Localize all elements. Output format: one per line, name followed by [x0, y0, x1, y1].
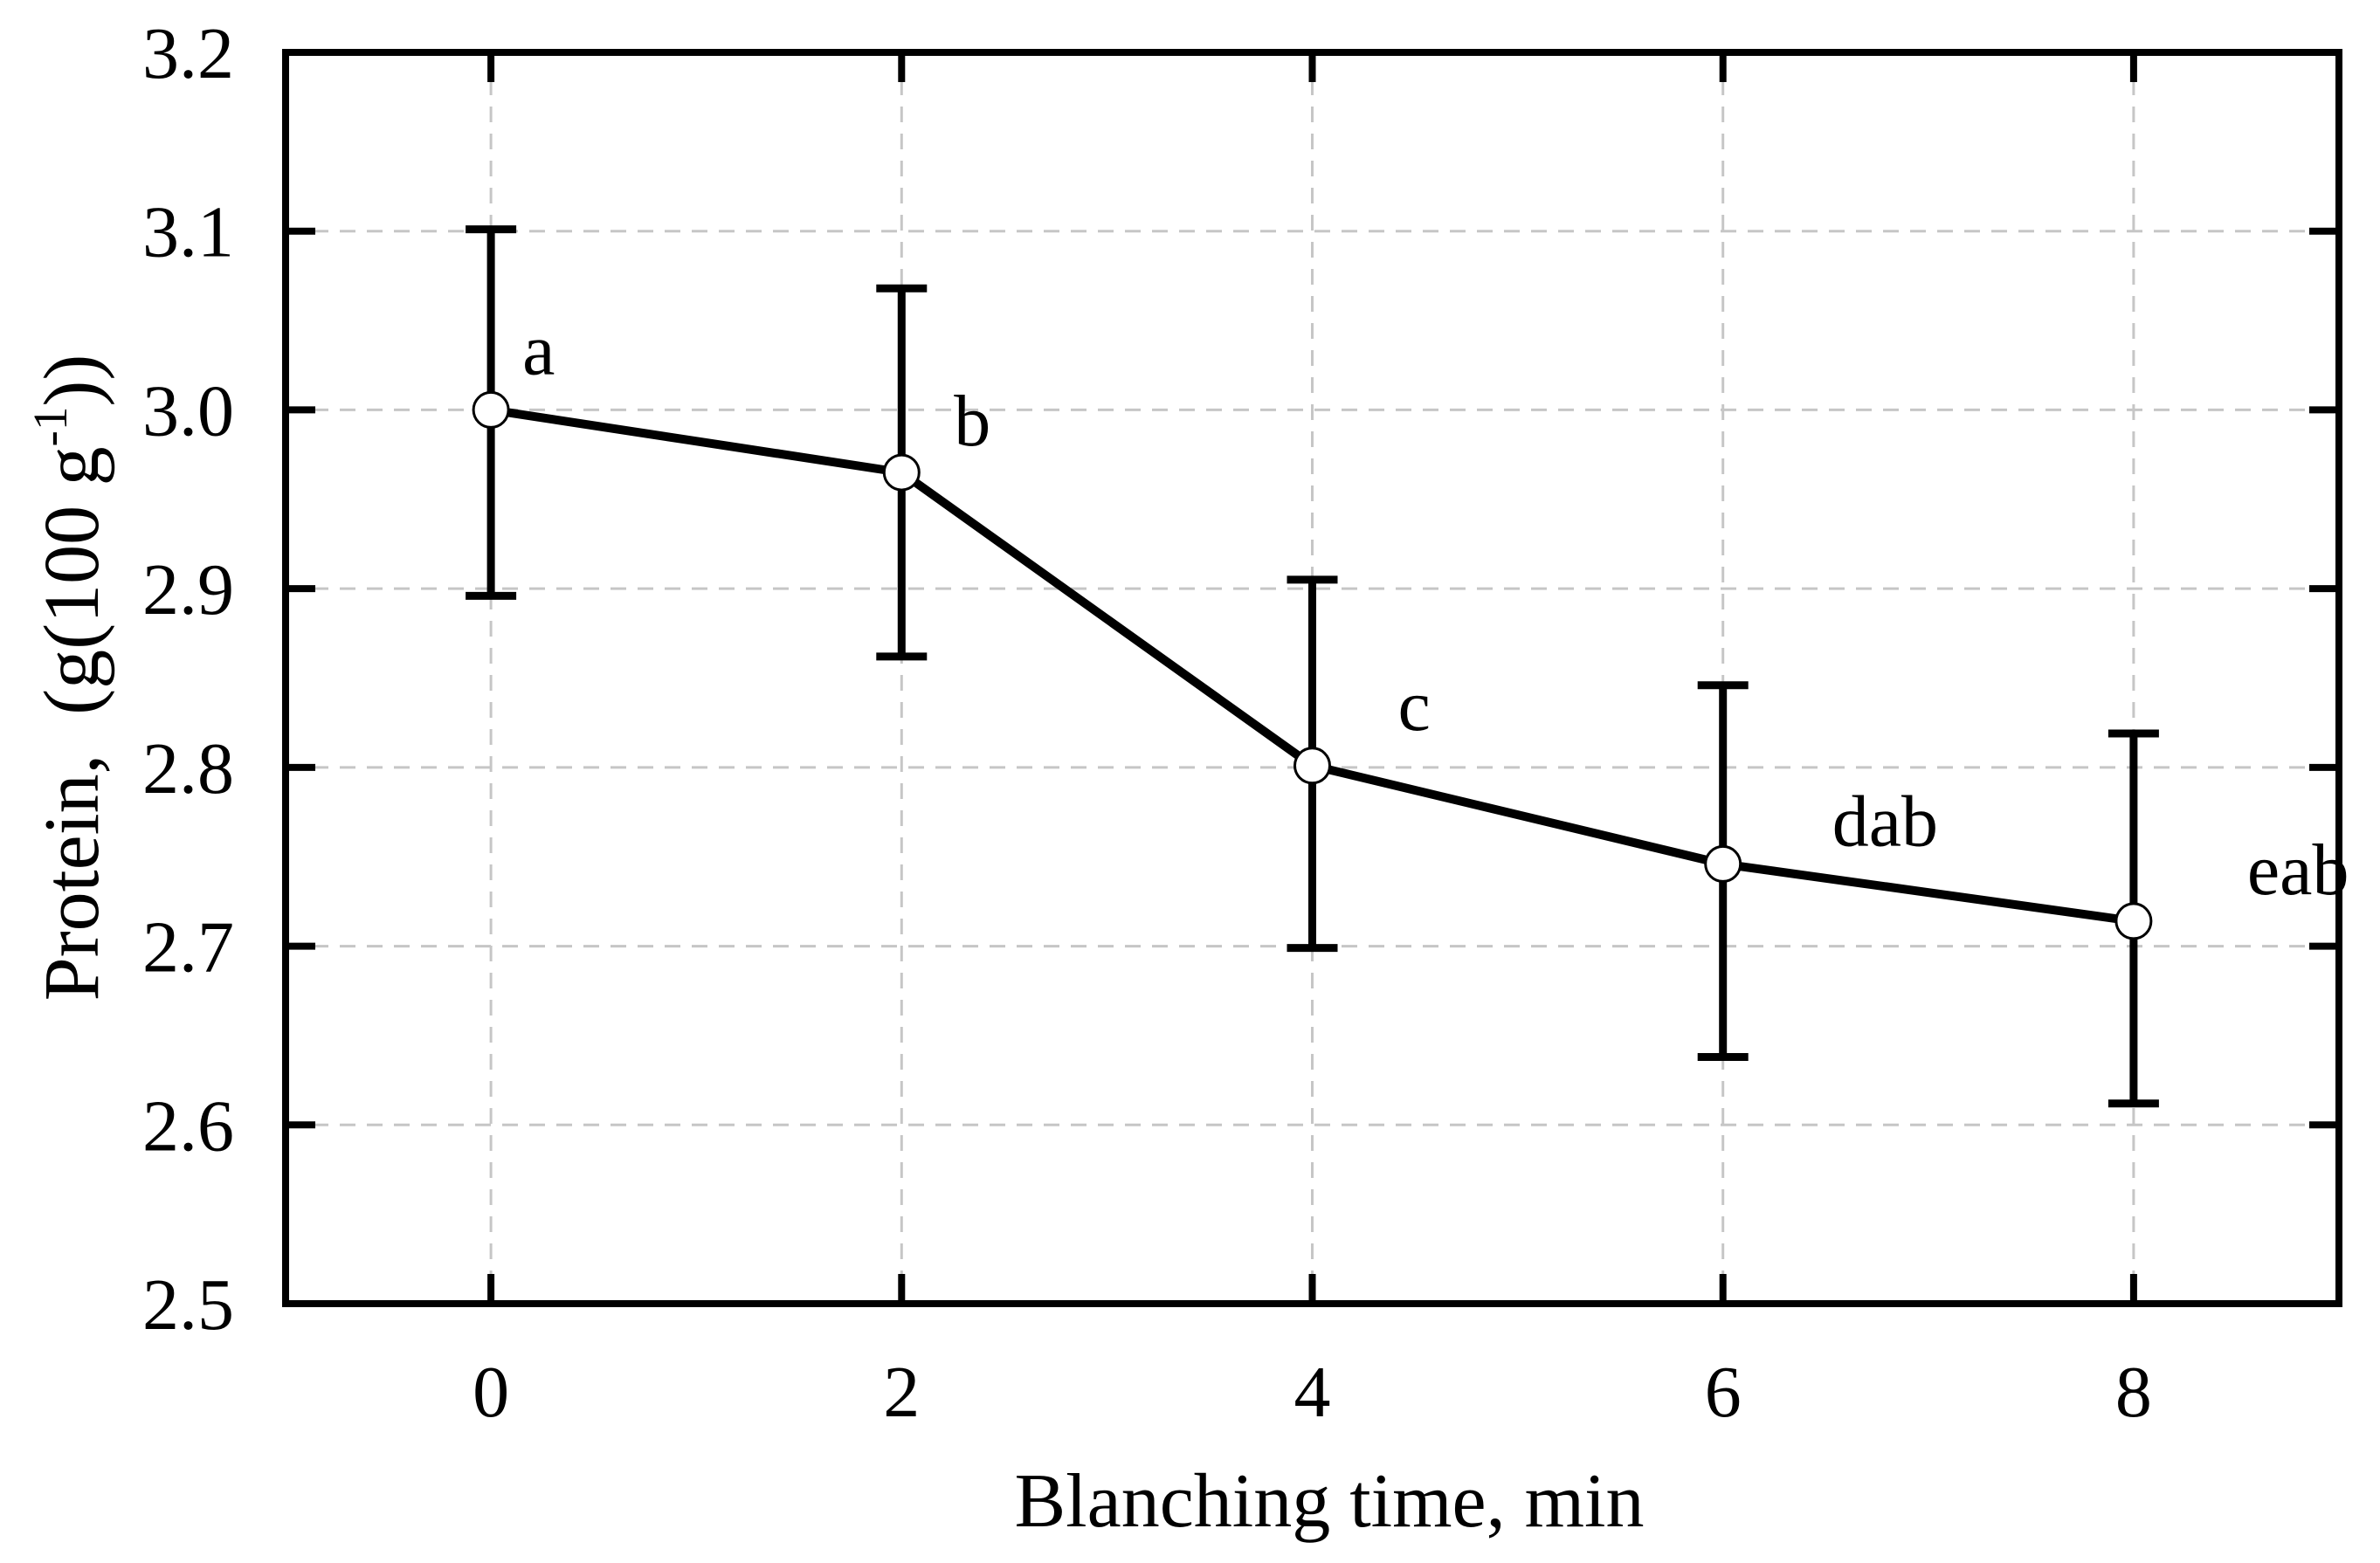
- y-axis-title-suffix: )): [29, 355, 115, 407]
- tick-layer: [289, 56, 2335, 1300]
- significance-label-b: b: [954, 381, 990, 462]
- y-tick-label-3.1: 3.1: [142, 192, 234, 273]
- y-tick-label-3.0: 3.0: [142, 370, 234, 451]
- y-tick-label-2.7: 2.7: [142, 907, 234, 988]
- x-tick-label-8: 8: [2115, 1352, 2152, 1433]
- data-point-marker-2min: [882, 453, 921, 492]
- y-tick-label-2.5: 2.5: [142, 1264, 234, 1346]
- marker-layer: [472, 390, 2153, 940]
- y-tick-label-3.2: 3.2: [142, 13, 234, 94]
- y-axis-title-prefix: Protein, (g(100 g: [29, 446, 115, 1001]
- y-tick-labels: 2.5 2.6 2.7 2.8 2.9 3.0 3.1 3.2: [142, 13, 234, 1346]
- x-tick-label-0: 0: [473, 1352, 509, 1433]
- plot-frame: [282, 49, 2342, 1307]
- x-tick-label-4: 4: [1294, 1352, 1331, 1433]
- y-axis-title-superscript: -1: [24, 407, 77, 447]
- significance-label-dab: dab: [1832, 781, 1938, 862]
- x-tick-labels: 0 2 4 6 8: [473, 1352, 2152, 1433]
- x-tick-label-2: 2: [883, 1352, 920, 1433]
- annotation-layer: a b c dab eab: [522, 309, 2349, 910]
- data-point-marker-8min: [2114, 902, 2153, 940]
- significance-label-c: c: [1398, 665, 1431, 747]
- data-point-marker-0min: [472, 390, 510, 429]
- data-point-marker-6min: [1704, 844, 1742, 883]
- x-tick-label-6: 6: [1705, 1352, 1742, 1433]
- y-tick-label-2.9: 2.9: [142, 549, 234, 630]
- y-tick-label-2.6: 2.6: [142, 1085, 234, 1167]
- significance-label-eab: eab: [2247, 830, 2349, 911]
- x-axis-title: Blanching time, min: [1014, 1459, 1644, 1544]
- y-axis-title: Protein, (g(100 g-1)): [24, 355, 115, 1002]
- data-point-marker-4min: [1293, 747, 1331, 785]
- y-tick-label-2.8: 2.8: [142, 728, 234, 809]
- significance-label-a: a: [522, 309, 555, 390]
